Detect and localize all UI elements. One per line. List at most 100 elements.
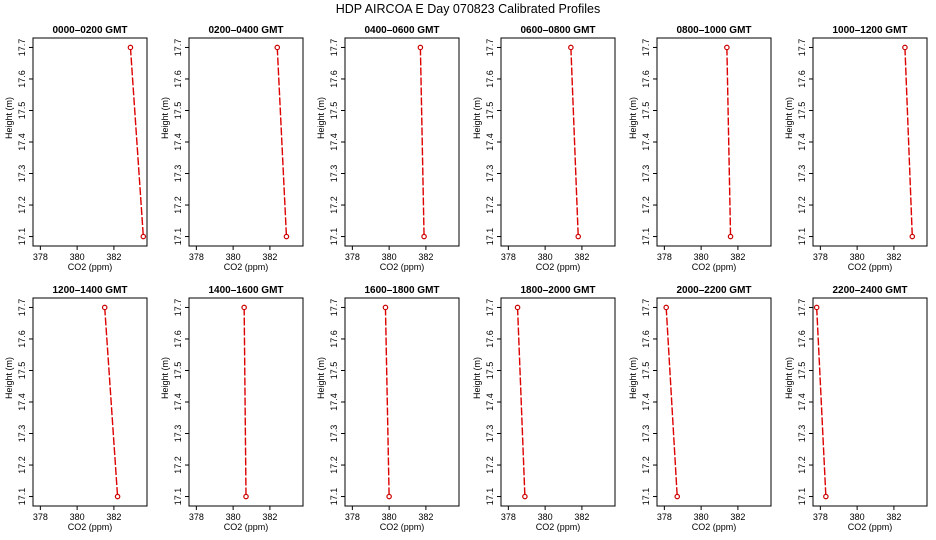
y-tick-label: 17.4	[485, 133, 495, 151]
y-tick-label: 17.1	[641, 228, 651, 246]
x-tick-label: 382	[418, 512, 433, 522]
x-tick-label: 378	[345, 252, 360, 262]
panel-1: 0000–0200 GMT 378 380 382 17.1 17.2 17.3 17.4 17…	[4, 25, 148, 272]
x-tick-label: 380	[70, 252, 85, 262]
x-tick-label: 378	[657, 252, 672, 262]
y-tick-label: 17.2	[641, 196, 651, 214]
data-point	[522, 493, 528, 500]
panel-6: 1000–1200 GMT 378 380 382 17.1 17.2 17.3 17.4 17…	[784, 25, 928, 272]
x-axis-label: CO2 (ppm)	[536, 262, 581, 272]
y-axis-label: Height (m)	[316, 97, 326, 139]
profile-line	[665, 307, 678, 497]
y-tick-label: 17.6	[173, 70, 183, 88]
plot-frame	[344, 37, 460, 247]
x-tick-label: 378	[33, 512, 48, 522]
y-tick-label: 17.1	[17, 228, 27, 246]
y-tick-label: 17.2	[17, 456, 27, 474]
panel-title: 1600–1800 GMT	[364, 285, 439, 296]
y-tick-label: 17.3	[485, 165, 495, 183]
y-tick-label: 17.2	[485, 456, 495, 474]
profile-line	[276, 47, 288, 237]
panel-title: 0800–1000 GMT	[676, 25, 751, 36]
y-tick-label: 17.1	[485, 488, 495, 506]
y-tick-label: 17.4	[797, 133, 807, 151]
y-axis-label: Height (m)	[316, 357, 326, 399]
x-tick-label: 382	[886, 512, 901, 522]
y-tick-label: 17.4	[173, 133, 183, 151]
plot-frame	[656, 37, 772, 247]
panel-8: 1400–1600 GMT 378 380 382 17.1 17.2 17.3 17.4 17…	[160, 285, 304, 532]
data-point	[568, 44, 574, 51]
y-tick-label: 17.4	[797, 393, 807, 411]
y-tick-label: 17.5	[173, 102, 183, 120]
y-tick-label: 17.7	[329, 39, 339, 57]
y-tick-label: 17.6	[485, 330, 495, 348]
x-tick-label: 382	[106, 512, 121, 522]
profile-line	[384, 307, 390, 497]
x-axis-label: CO2 (ppm)	[848, 522, 893, 532]
data-point	[663, 304, 669, 311]
x-tick-label: 382	[262, 252, 277, 262]
y-tick-label: 17.7	[329, 299, 339, 317]
x-tick-label: 380	[382, 512, 397, 522]
y-tick-label: 17.2	[173, 196, 183, 214]
data-point	[274, 44, 281, 51]
y-tick-label: 17.4	[17, 133, 27, 151]
panel-9: 1600–1800 GMT 378 380 382 17.1 17.2 17.3 17.4 17…	[316, 285, 460, 532]
x-axis-label: CO2 (ppm)	[692, 262, 737, 272]
profile-line	[815, 307, 827, 497]
y-tick-label: 17.6	[329, 330, 339, 348]
y-tick-label: 17.1	[17, 488, 27, 506]
y-tick-label: 17.4	[173, 393, 183, 411]
x-tick-label: 378	[189, 252, 204, 262]
x-tick-label: 382	[886, 252, 901, 262]
data-point	[674, 493, 681, 500]
y-tick-label: 17.3	[797, 165, 807, 183]
plot-frame	[812, 37, 928, 247]
x-tick-label: 380	[538, 252, 553, 262]
y-tick-label: 17.6	[797, 330, 807, 348]
panel-title: 1800–2000 GMT	[520, 285, 595, 296]
y-tick-label: 17.1	[173, 228, 183, 246]
y-tick-label: 17.4	[329, 393, 339, 411]
data-point	[283, 233, 290, 240]
y-tick-label: 17.5	[173, 362, 183, 380]
y-tick-label: 17.5	[485, 102, 495, 120]
x-tick-label: 378	[345, 512, 360, 522]
y-tick-label: 17.2	[797, 196, 807, 214]
y-tick-label: 17.6	[329, 70, 339, 88]
x-axis-label: CO2 (ppm)	[848, 262, 893, 272]
panel-title: 0000–0200 GMT	[52, 25, 127, 36]
panel-2: 0200–0400 GMT 378 380 382 17.1 17.2 17.3 17.4 17…	[160, 25, 304, 272]
y-axis-label: Height (m)	[472, 357, 482, 399]
y-tick-label: 17.1	[173, 488, 183, 506]
x-tick-label: 382	[730, 512, 745, 522]
y-axis-label: Height (m)	[628, 357, 638, 399]
y-tick-label: 17.3	[641, 165, 651, 183]
profile-line	[516, 307, 526, 497]
y-tick-label: 17.3	[17, 425, 27, 443]
x-tick-label: 380	[850, 512, 865, 522]
data-point	[114, 493, 121, 500]
panel-title: 1200–1400 GMT	[52, 285, 127, 296]
y-tick-label: 17.4	[485, 393, 495, 411]
y-tick-label: 17.2	[329, 196, 339, 214]
panel-4: 0600–0800 GMT 378 380 382 17.1 17.2 17.3 17.4 17…	[472, 25, 616, 272]
y-tick-label: 17.5	[17, 362, 27, 380]
y-tick-label: 17.7	[173, 39, 183, 57]
y-tick-label: 17.7	[641, 39, 651, 57]
y-tick-label: 17.6	[641, 70, 651, 88]
x-axis-label: CO2 (ppm)	[380, 522, 425, 532]
y-tick-label: 17.1	[641, 488, 651, 506]
y-axis-label: Height (m)	[472, 97, 482, 139]
data-point	[823, 493, 829, 500]
y-tick-label: 17.5	[641, 362, 651, 380]
x-tick-label: 380	[382, 252, 397, 262]
y-tick-label: 17.2	[641, 456, 651, 474]
y-tick-label: 17.6	[17, 330, 27, 348]
panel-10: 1800–2000 GMT 378 380 382 17.1 17.2 17.3 17.4 17…	[472, 285, 616, 532]
x-tick-label: 380	[226, 512, 241, 522]
y-tick-label: 17.1	[485, 228, 495, 246]
panel-grid: 0000–0200 GMT 378 380 382 17.1 17.2 17.3 17.4 17…	[4, 25, 928, 532]
